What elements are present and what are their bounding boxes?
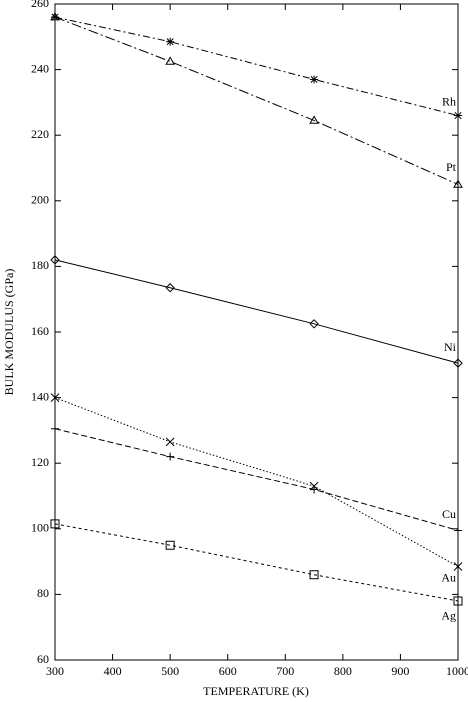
marker [166, 37, 175, 46]
series-label: Au [441, 570, 456, 584]
series-line [54, 16, 459, 117]
x-tick-label: 800 [334, 664, 352, 678]
marker [310, 75, 319, 84]
x-axis-title: TEMPERATURE (K) [203, 684, 309, 698]
marker [50, 12, 60, 21]
y-tick-label: 220 [31, 127, 49, 141]
marker [453, 179, 463, 188]
y-tick-label: 260 [31, 0, 49, 10]
marker [454, 526, 462, 535]
y-tick-label: 200 [31, 193, 49, 207]
x-tick-label: 500 [161, 664, 179, 678]
marker [453, 562, 463, 571]
x-tick-label: 900 [391, 664, 409, 678]
marker [51, 424, 59, 433]
series-line [54, 259, 459, 364]
marker [50, 393, 60, 402]
series-label: Cu [442, 507, 456, 521]
y-tick-label: 80 [37, 586, 49, 600]
marker [453, 596, 463, 606]
marker [165, 56, 176, 65]
series-line [54, 16, 459, 185]
marker [165, 437, 175, 447]
marker [309, 570, 319, 580]
x-tick-label: 400 [104, 664, 122, 678]
y-tick-label: 160 [31, 324, 49, 338]
marker [50, 255, 60, 265]
marker [165, 283, 175, 293]
marker [454, 111, 462, 120]
marker [166, 452, 175, 461]
series-line [54, 428, 459, 531]
marker [309, 115, 319, 124]
series-line [54, 523, 459, 602]
x-tick-label: 700 [276, 664, 294, 678]
x-tick-label: 1000 [446, 664, 468, 678]
y-tick-label: 240 [31, 61, 49, 75]
series-line [54, 397, 459, 567]
marker [309, 481, 319, 491]
marker [453, 358, 463, 368]
series-label: Ag [441, 609, 456, 623]
y-tick-label: 100 [31, 521, 49, 535]
y-tick-label: 60 [37, 652, 49, 666]
y-tick-label: 140 [31, 389, 49, 403]
marker [50, 519, 60, 529]
x-tick-label: 600 [219, 664, 237, 678]
y-tick-label: 180 [31, 258, 49, 272]
x-tick-label: 300 [46, 664, 64, 678]
y-axis-title: BULK MODULUS (GPa) [2, 269, 16, 396]
y-tick-label: 120 [31, 455, 49, 469]
marker [165, 540, 175, 550]
series-label: Rh [442, 94, 456, 108]
plot-frame [54, 3, 459, 661]
series-label: Pt [446, 160, 457, 174]
series-label: Ni [444, 340, 457, 354]
marker [309, 319, 319, 329]
